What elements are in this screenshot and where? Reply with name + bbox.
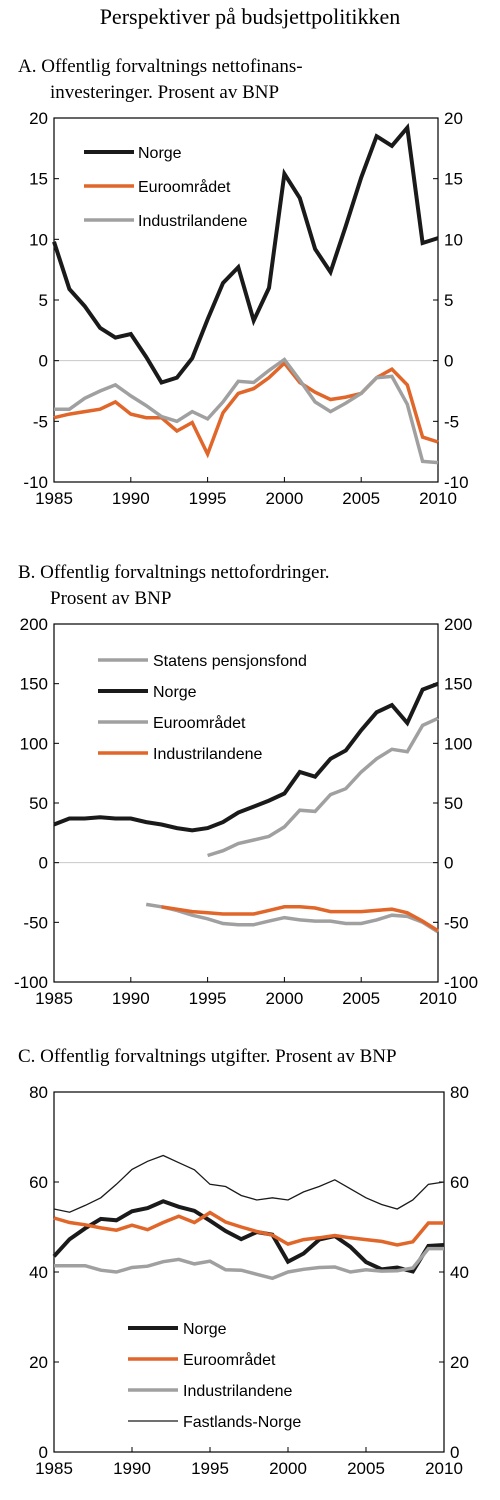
y-tick-label-left: 80 [29, 1083, 48, 1102]
y-tick-label-right: 20 [450, 1353, 469, 1372]
y-tick-label-left: 0 [39, 352, 48, 371]
legend-label: Industrilandene [138, 213, 248, 230]
y-tick-label-left: 100 [20, 734, 48, 753]
legend-label: Euroområdet [183, 1351, 276, 1369]
legend-label: Euroområdet [153, 714, 246, 732]
x-tick-label: 1995 [189, 489, 227, 508]
panel-b: B. Offentlig forvaltnings nettofordringe… [14, 562, 478, 1008]
y-tick-label-left: 200 [20, 615, 48, 634]
y-tick-label-left: 0 [39, 1443, 48, 1462]
y-tick-label-left: 60 [29, 1173, 48, 1192]
plot-frame [53, 623, 439, 983]
y-tick-label-right: 200 [444, 615, 472, 634]
panel-b-title: B. Offentlig forvaltnings nettofordringe… [18, 562, 330, 583]
series-line [54, 1246, 444, 1281]
x-tick-label: 2010 [419, 489, 457, 508]
panel-b-title-line2: Prosent av BNP [50, 588, 171, 609]
y-tick-label-left: 20 [29, 109, 48, 128]
y-tick-label-left: -50 [23, 913, 48, 932]
legend-label: Statens pensjonsfond [153, 653, 307, 670]
series-line [53, 1154, 445, 1213]
x-tick-label: 1985 [35, 489, 73, 508]
legend-label: Industrilandene [183, 1383, 293, 1400]
panel-a-title: A. Offentlig forvaltnings nettofinans- [18, 56, 303, 77]
series-line [207, 716, 439, 858]
y-tick-label-left: 40 [29, 1263, 48, 1282]
y-tick-label-right: 15 [444, 170, 463, 189]
y-tick-label-left: 10 [29, 230, 48, 249]
series-line [54, 357, 439, 465]
y-tick-label-left: -10 [23, 473, 48, 492]
panel-c: C. Offentlig forvaltnings utgifter. Pros… [18, 1046, 469, 1478]
y-tick-label-left: 15 [29, 170, 48, 189]
y-tick-label-right: 150 [444, 675, 472, 694]
series-line [53, 681, 439, 833]
legend-label: Norge [183, 1321, 227, 1338]
x-tick-label: 1985 [35, 989, 73, 1008]
y-tick-label-left: 5 [39, 291, 48, 310]
y-tick-label-right: 0 [450, 1443, 459, 1462]
x-tick-label: 1995 [189, 989, 227, 1008]
y-tick-label-right: -50 [444, 913, 469, 932]
series-line [161, 905, 439, 933]
x-tick-label: 1990 [112, 489, 150, 508]
y-tick-label-right: 80 [450, 1083, 469, 1102]
y-tick-label-left: 20 [29, 1353, 48, 1372]
figure-title: Perspektiver på budsjettpolitikken [100, 4, 401, 29]
panel-a: A. Offentlig forvaltnings nettofinans- i… [18, 56, 469, 508]
y-tick-label-right: -100 [444, 973, 478, 992]
x-tick-label: 1985 [35, 1459, 73, 1478]
y-tick-label-right: 60 [450, 1173, 469, 1192]
x-tick-label: 2005 [347, 1459, 385, 1478]
legend-label: Norge [153, 684, 197, 701]
y-tick-label-right: -10 [444, 473, 469, 492]
y-tick-label-right: 0 [444, 352, 453, 371]
legend-label: Norge [138, 145, 182, 162]
y-tick-label-left: 0 [39, 854, 48, 873]
series-line [52, 122, 439, 385]
x-tick-label: 1990 [113, 1459, 151, 1478]
x-tick-label: 2000 [265, 989, 303, 1008]
legend-label: Industrilandene [153, 746, 263, 763]
y-tick-label-left: -100 [14, 973, 48, 992]
panel-a-title-line2: investeringer. Prosent av BNP [50, 82, 279, 103]
y-tick-label-left: 150 [20, 675, 48, 694]
y-tick-label-right: 50 [444, 794, 463, 813]
x-tick-label: 2005 [342, 989, 380, 1008]
y-tick-label-right: -5 [444, 412, 459, 431]
y-tick-label-left: -5 [33, 412, 48, 431]
y-tick-label-right: 40 [450, 1263, 469, 1282]
legend-label: Euroområdet [138, 178, 231, 196]
y-tick-label-right: 20 [444, 109, 463, 128]
x-tick-label: 1990 [112, 989, 150, 1008]
x-tick-label: 2010 [419, 989, 457, 1008]
y-tick-label-right: 10 [444, 230, 463, 249]
y-tick-label-right: 100 [444, 734, 472, 753]
series-line [52, 1199, 445, 1274]
x-tick-label: 2010 [425, 1459, 463, 1478]
y-tick-label-right: 5 [444, 291, 453, 310]
series-line [53, 1210, 444, 1247]
series-line [145, 902, 439, 934]
x-tick-label: 2000 [265, 489, 303, 508]
x-tick-label: 2005 [342, 489, 380, 508]
x-tick-label: 1995 [191, 1459, 229, 1478]
panel-c-title: C. Offentlig forvaltnings utgifter. Pros… [18, 1046, 397, 1067]
y-tick-label-right: 0 [444, 854, 453, 873]
legend-label: Fastlands-Norge [183, 1414, 301, 1431]
x-tick-label: 2000 [269, 1459, 307, 1478]
y-tick-label-left: 50 [29, 794, 48, 813]
